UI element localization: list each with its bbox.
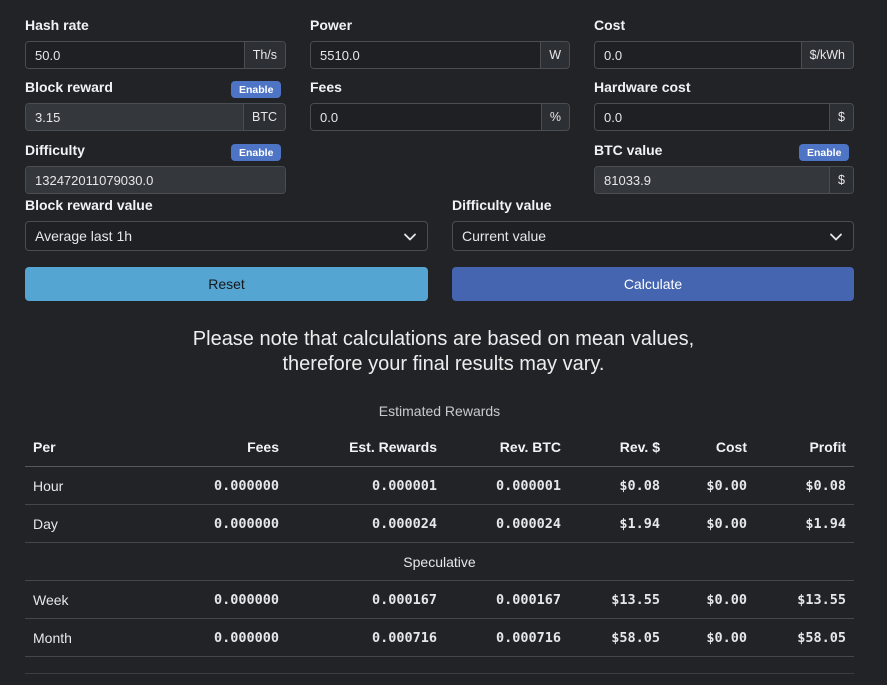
cell-rev-usd: $1.94 — [619, 515, 660, 532]
difficulty-label: Difficulty — [25, 142, 85, 158]
table-row: Month 0.000000 0.000716 0.000716 $58.05 … — [25, 619, 854, 657]
cell-fees: 0.000000 — [213, 477, 279, 494]
fees-input[interactable]: 0.0 — [311, 104, 541, 130]
btc-value-input[interactable]: 81033.9 — [595, 167, 830, 193]
cost-unit: $/kWh — [800, 42, 853, 68]
btc-value-unit: $ — [829, 167, 853, 193]
fees-field[interactable]: 0.0 % — [310, 103, 570, 131]
disclaimer-line-2: therefore your final results may vary. — [282, 353, 605, 375]
cell-rev-btc: 0.000024 — [495, 515, 561, 532]
calculate-button[interactable]: Calculate — [452, 267, 854, 301]
cost-field[interactable]: 0.0 $/kWh — [594, 41, 854, 69]
column-header-fees: Fees — [247, 439, 279, 455]
power-unit: W — [540, 42, 569, 68]
power-field[interactable]: 5510.0 W — [310, 41, 570, 69]
cell-est-rewards: 0.000716 — [371, 629, 437, 646]
cell-per: Month — [33, 629, 72, 646]
cell-est-rewards: 0.000024 — [371, 515, 437, 532]
block-reward-value-select[interactable]: Average last 1h — [25, 221, 428, 251]
fees-unit: % — [540, 104, 569, 130]
cell-fees: 0.000000 — [213, 591, 279, 608]
hash-rate-input[interactable]: 50.0 — [26, 42, 244, 68]
hash-rate-field[interactable]: 50.0 Th/s — [25, 41, 286, 69]
cell-profit: $13.55 — [797, 591, 846, 608]
hash-rate-label: Hash rate — [25, 17, 89, 33]
table-section-row: Speculative — [25, 543, 854, 581]
section-label-speculative: Speculative — [403, 553, 476, 570]
block-reward-enable-button[interactable]: Enable — [231, 81, 282, 98]
difficulty-input[interactable]: 132472011079030.0 — [26, 167, 285, 193]
chevron-down-icon — [830, 233, 842, 241]
block-reward-field[interactable]: 3.15 BTC — [25, 103, 286, 131]
cell-per: Week — [33, 591, 69, 608]
hardware-cost-field[interactable]: 0.0 $ — [594, 103, 854, 131]
column-header-profit: Profit — [809, 439, 846, 455]
cell-rev-usd: $0.08 — [619, 477, 660, 494]
cell-fees: 0.000000 — [213, 629, 279, 646]
block-reward-value-selected: Average last 1h — [35, 228, 133, 244]
cost-label: Cost — [594, 17, 626, 33]
table-caption: Estimated Rewards — [378, 403, 501, 419]
power-label: Power — [310, 17, 353, 33]
column-header-est-rewards: Est. Rewards — [349, 439, 437, 455]
cell-rev-btc: 0.000001 — [495, 477, 561, 494]
reset-button[interactable]: Reset — [25, 267, 428, 301]
cell-cost: $0.00 — [706, 591, 747, 608]
cell-fees: 0.000000 — [213, 515, 279, 532]
block-reward-input[interactable]: 3.15 — [26, 104, 243, 130]
table-header-row: Per Fees Est. Rewards Rev. BTC Rev. $ Co… — [25, 428, 854, 467]
cell-est-rewards: 0.000001 — [371, 477, 437, 494]
cell-cost: $0.00 — [706, 515, 747, 532]
cell-est-rewards: 0.000167 — [371, 591, 437, 608]
disclaimer-line-1: Please note that calculations are based … — [192, 328, 695, 350]
cell-cost: $0.00 — [706, 477, 747, 494]
hash-rate-unit: Th/s — [243, 42, 285, 68]
chevron-down-icon — [404, 233, 416, 241]
cell-per: Hour — [33, 477, 64, 494]
cell-profit: $58.05 — [797, 629, 846, 646]
power-input[interactable]: 5510.0 — [311, 42, 541, 68]
btc-value-label: BTC value — [594, 142, 663, 158]
cost-input[interactable]: 0.0 — [595, 42, 801, 68]
table-row: Day 0.000000 0.000024 0.000024 $1.94 $0.… — [25, 505, 854, 543]
btc-value-enable-button[interactable]: Enable — [799, 144, 850, 161]
block-reward-label: Block reward — [25, 79, 113, 95]
difficulty-enable-button[interactable]: Enable — [231, 144, 282, 161]
difficulty-field[interactable]: 132472011079030.0 — [25, 166, 286, 194]
fees-label: Fees — [310, 79, 342, 95]
cell-profit: $0.08 — [805, 477, 846, 494]
block-reward-unit: BTC — [243, 104, 285, 130]
cell-rev-usd: $13.55 — [611, 591, 660, 608]
cell-rev-btc: 0.000167 — [495, 591, 561, 608]
hardware-cost-unit: $ — [829, 104, 853, 130]
cell-rev-usd: $58.05 — [611, 629, 660, 646]
column-header-cost: Cost — [715, 439, 747, 455]
column-header-rev-btc: Rev. BTC — [499, 439, 561, 455]
table-row: Hour 0.000000 0.000001 0.000001 $0.08 $0… — [25, 467, 854, 505]
difficulty-value-selected: Current value — [462, 228, 547, 244]
divider — [25, 673, 854, 674]
column-header-per: Per — [33, 439, 56, 455]
rewards-table: Per Fees Est. Rewards Rev. BTC Rev. $ Co… — [25, 428, 854, 657]
cell-profit: $1.94 — [805, 515, 846, 532]
block-reward-value-label: Block reward value — [25, 197, 153, 213]
difficulty-value-select[interactable]: Current value — [452, 221, 854, 251]
btc-value-field[interactable]: 81033.9 $ — [594, 166, 854, 194]
cell-cost: $0.00 — [706, 629, 747, 646]
difficulty-value-label: Difficulty value — [452, 197, 552, 213]
hardware-cost-input[interactable]: 0.0 — [595, 104, 830, 130]
table-row: Week 0.000000 0.000167 0.000167 $13.55 $… — [25, 581, 854, 619]
column-header-rev-usd: Rev. $ — [619, 439, 660, 455]
hardware-cost-label: Hardware cost — [594, 79, 691, 95]
cell-rev-btc: 0.000716 — [495, 629, 561, 646]
cell-per: Day — [33, 515, 58, 532]
